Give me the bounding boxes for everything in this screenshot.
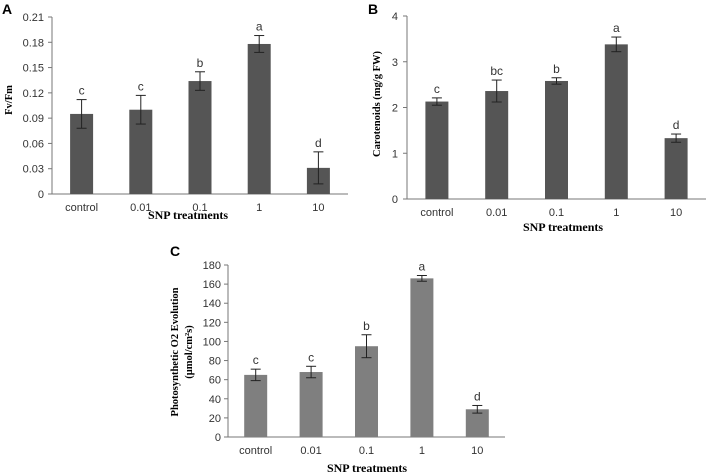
panel-c-y-tick-label: 180 (203, 260, 221, 272)
panel-c-y-axis-label-line2: (µmol/cm²s) (184, 325, 195, 379)
panel-a-bar (188, 81, 212, 194)
panel-a-y-tick-label: 0.15 (23, 63, 44, 75)
panel-b-x-axis-label: SNP treatments (523, 220, 603, 234)
panel-a-letter: A (2, 1, 12, 17)
panel-b-letter: B (368, 1, 378, 17)
panel-c-bar (465, 409, 489, 437)
panel-b-significance-label: b (553, 62, 560, 76)
panel-a-category-label: 10 (312, 202, 324, 214)
panel-c-y-tick-label: 80 (209, 356, 221, 368)
panel-c-significance-label: d (474, 389, 481, 403)
panel-c-significance-label: a (419, 260, 426, 274)
panel-c-letter: C (170, 243, 180, 259)
panel-a-y-axis-label: Fv/Fm (4, 85, 15, 115)
panel-a-x-axis-label: SNP treatments (148, 208, 228, 222)
panel-b-bar (425, 101, 449, 199)
panel-c-y-tick-label: 60 (209, 375, 221, 387)
panel-c-y-tick-label: 20 (209, 413, 221, 425)
panel-c-significance-label: b (363, 319, 370, 333)
panel-c-y-tick-label: 160 (203, 279, 221, 291)
panel-b-bar (545, 80, 568, 199)
panel-a-category-label: 1 (256, 202, 262, 214)
panel-c-category-label: 1 (419, 445, 425, 457)
panel-a-category-label: 0.1 (192, 202, 207, 214)
panel-b-category-label: control (420, 207, 453, 219)
panel-b-category-label: 0.01 (486, 207, 507, 219)
panel-c-category-label: 0.01 (300, 445, 321, 457)
panel-c-bar (410, 278, 434, 437)
panel-b-bar (485, 91, 509, 199)
panel-a-bar (70, 113, 94, 194)
panel-a-significance-label: a (256, 20, 263, 34)
panel-c-bar (244, 374, 268, 437)
panel-b-y-tick-label: 3 (392, 57, 398, 69)
panel-c-y-tick-label: 100 (203, 336, 221, 348)
panel-c-bar (355, 346, 378, 437)
panel-a-significance-label: d (315, 136, 322, 150)
panel-b-y-tick-label: 4 (392, 11, 398, 23)
panel-c-category-label: 10 (471, 445, 483, 457)
panel-a-y-tick-label: 0.09 (23, 113, 44, 125)
panel-c-significance-label: c (308, 350, 314, 364)
panel-a-y-tick-label: 0.06 (23, 138, 44, 150)
panel-c-bar (299, 372, 323, 437)
panel-c-y-tick-label: 120 (203, 317, 221, 329)
panel-c-x-axis-label: SNP treatments (327, 461, 407, 475)
panel-b-y-tick-label: 1 (392, 148, 398, 160)
panel-b-y-axis-label: Carotenoids (mg/g FW) (372, 51, 383, 157)
panel-c-significance-label: c (253, 353, 259, 367)
panel-b-category-label: 10 (670, 207, 682, 219)
panel-a-y-tick-label: 0.21 (23, 12, 44, 24)
panel-b-bar (604, 44, 628, 199)
panel-b-significance-label: bc (490, 64, 503, 78)
panel-a-y-tick-label: 0.12 (23, 88, 44, 100)
panel-a-significance-label: c (138, 79, 144, 93)
panel-a-bar (247, 43, 271, 194)
panel-b-significance-label: c (434, 82, 440, 96)
panel-b: B Carotenoids (mg/g FW) SNP treatments 0… (368, 1, 706, 234)
panel-b-category-label: 1 (613, 207, 619, 219)
panel-a-bar (129, 109, 153, 194)
panel-c: C Photosynthetic O2 Evolution (µmol/cm²s… (170, 243, 505, 475)
panel-a-y-tick-label: 0.03 (23, 164, 44, 176)
panel-c-y-tick-label: 40 (209, 394, 221, 406)
panel-b-bar (664, 138, 688, 199)
panel-a-significance-label: b (197, 56, 204, 70)
panel-b-significance-label: a (613, 21, 620, 35)
panel-c-y-tick-label: 0 (215, 432, 221, 444)
panel-b-y-tick-label: 0 (392, 194, 398, 206)
panel-c-category-label: control (239, 445, 272, 457)
panel-a-category-label: control (65, 202, 98, 214)
panel-a-significance-label: c (79, 84, 85, 98)
panel-b-significance-label: d (673, 118, 680, 132)
panel-a-y-tick-label: 0.18 (23, 37, 44, 49)
panel-a-y-tick-label: 0 (38, 189, 44, 201)
panel-a: A Fv/Fm SNP treatments 0 0.03 0.06 0.09 0.12… (2, 1, 348, 222)
panel-c-y-tick-label: 140 (203, 298, 221, 310)
panel-c-category-label: 0.1 (359, 445, 374, 457)
panel-a-category-label: 0.01 (130, 202, 151, 214)
panel-b-category-label: 0.1 (549, 207, 564, 219)
panel-c-y-axis-label-line1: Photosynthetic O2 Evolution (170, 287, 181, 416)
panel-b-y-tick-label: 2 (392, 103, 398, 115)
